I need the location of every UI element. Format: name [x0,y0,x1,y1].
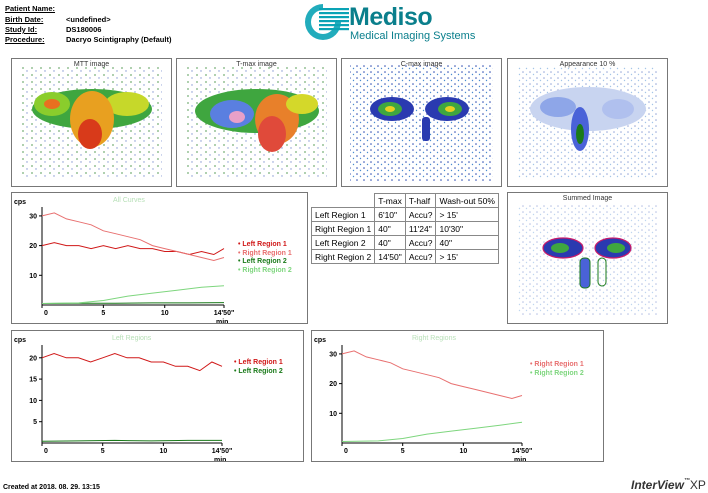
table-header-row: T-max T-half Wash-out 50% [312,193,499,208]
table-row: Left Region 2 40" Accu? 40" [310,235,499,250]
table-row: Left Region 1 6'10" Accu? > 15' [310,207,499,222]
legend-right-region-1: • Right Region 1 [530,361,584,368]
summed-image [518,205,658,315]
y-tick-label: 20 [329,381,337,388]
table-row: Right Region 1 40" 11'24" 10'30" [310,221,499,236]
left-regions-panel: Left Regions cps 5 10 15 20 0 5 10 14'50" min • Le… [11,330,304,462]
table-row: Right Region 2 14'50" Accu? > 15' [310,249,499,264]
x-tick-label: 14'50" [214,310,235,317]
study-id-value: DS180006 [66,25,102,34]
mtt-image-panel: MTT image [11,58,172,187]
y-tick-label: 30 [329,351,337,358]
cmax-image-panel: C-max image [341,58,502,187]
series-line-right-region-1 [341,350,523,400]
y-tick-label: 5 [33,419,37,426]
right-regions-legend: • Right Region 1 • Right Region 2 [530,361,584,378]
tmax-image-panel: T-max image [176,58,337,187]
legend-left-region-2: • Left Region 2 [238,258,287,265]
appearance-image-panel: Appearance 10 % [507,58,668,187]
x-tick-label: 0 [44,310,48,317]
y-tick-label: 15 [29,377,37,384]
right-regions-chart: Right Regions cps 10 20 30 0 5 10 14'50" min [314,335,533,461]
table-header: T-max [374,193,406,208]
procedure-label: Procedure: [5,35,45,44]
x-axis-label: min [514,457,526,461]
x-tick-label: 10 [459,448,467,455]
right-regions-panel: Right Regions cps 10 20 30 0 5 10 14'50" min • Ri… [311,330,604,462]
left-regions-legend: • Left Region 1 • Left Region 2 [234,359,283,376]
chart-title: Left Regions [112,335,152,342]
x-tick-label: 0 [44,448,48,455]
patient-name-label: Patient Name: [5,4,56,13]
all-curves-legend: • Left Region 1 • Right Region 1 • Left … [238,241,292,275]
x-tick-label: 14'50" [512,448,533,455]
all-curves-chart: All Curves cps 10 20 30 0 5 10 14'50" min [14,197,235,323]
x-tick-label: 5 [101,448,105,455]
x-axis-label: min [214,457,226,461]
mtt-image [22,67,162,179]
procedure-value: Dacryo Scintigraphy (Default) [66,35,172,44]
created-timestamp: Created at 2018. 08. 29. 13:15 [3,484,100,491]
appearance-image [518,67,658,179]
y-tick-label: 20 [29,355,37,362]
x-tick-label: 5 [101,310,105,317]
x-tick-label: 5 [401,448,405,455]
cmax-image [350,65,493,181]
table-header: T-half [404,193,437,208]
series-line-left-region-1 [41,352,223,372]
x-tick-label: 0 [344,448,348,455]
legend-right-region-2: • Right Region 2 [530,369,584,377]
series-line-right-region-1 [41,212,225,262]
study-id-label: Study Id: [5,25,38,34]
legend-right-region-2: • Right Region 2 [238,266,292,274]
y-tick-label: 10 [329,411,337,418]
series-line-left-region-2 [41,439,222,442]
x-axis-label: min [216,319,228,323]
y-axis-label: cps [14,199,26,206]
tmax-image-title: T-max image [236,61,277,68]
summed-image-panel: Summed Image [507,192,668,324]
left-regions-chart: Left Regions cps 5 10 15 20 0 5 10 14'50" min [14,335,233,461]
x-tick-label: 10 [161,310,169,317]
y-tick-label: 30 [29,213,37,220]
chart-title: All Curves [113,197,145,204]
appearance-image-title: Appearance 10 % [559,61,616,68]
mtt-image-title: MTT image [73,61,110,68]
series-line-left-region-1 [41,242,225,256]
legend-left-region-1: • Left Region 1 [238,241,287,248]
y-tick-label: 10 [29,273,37,280]
legend-right-region-1: • Right Region 1 [238,249,292,257]
series-line-right-region-2 [41,285,225,304]
all-curves-panel: All Curves cps 10 20 30 0 5 10 14'50" min • Left … [11,192,308,324]
chart-title: Right Regions [412,335,456,342]
mediso-logo-icon [297,2,349,42]
tmax-image [187,67,327,179]
legend-left-region-2: • Left Region 2 [234,367,283,375]
x-tick-label: 14'50" [212,448,233,455]
table-header: Wash-out 50% [435,193,499,208]
birth-date-label: Birth Date: [5,15,44,24]
cmax-image-title: C-max image [400,61,443,68]
interview-xp-logo: InterView™XP [631,478,706,492]
y-axis-label: cps [14,337,26,344]
y-tick-label: 20 [29,243,37,250]
x-tick-label: 10 [159,448,167,455]
y-tick-label: 10 [29,398,37,405]
logo-brand: Mediso [349,3,433,31]
y-axis-label: cps [314,337,326,344]
legend-left-region-1: • Left Region 1 [234,359,283,366]
summed-image-title: Summed Image [562,195,613,202]
birth-date-value: <undefined> [66,15,111,24]
logo-subtitle: Medical Imaging Systems [350,30,476,42]
series-line-right-region-2 [341,421,523,442]
